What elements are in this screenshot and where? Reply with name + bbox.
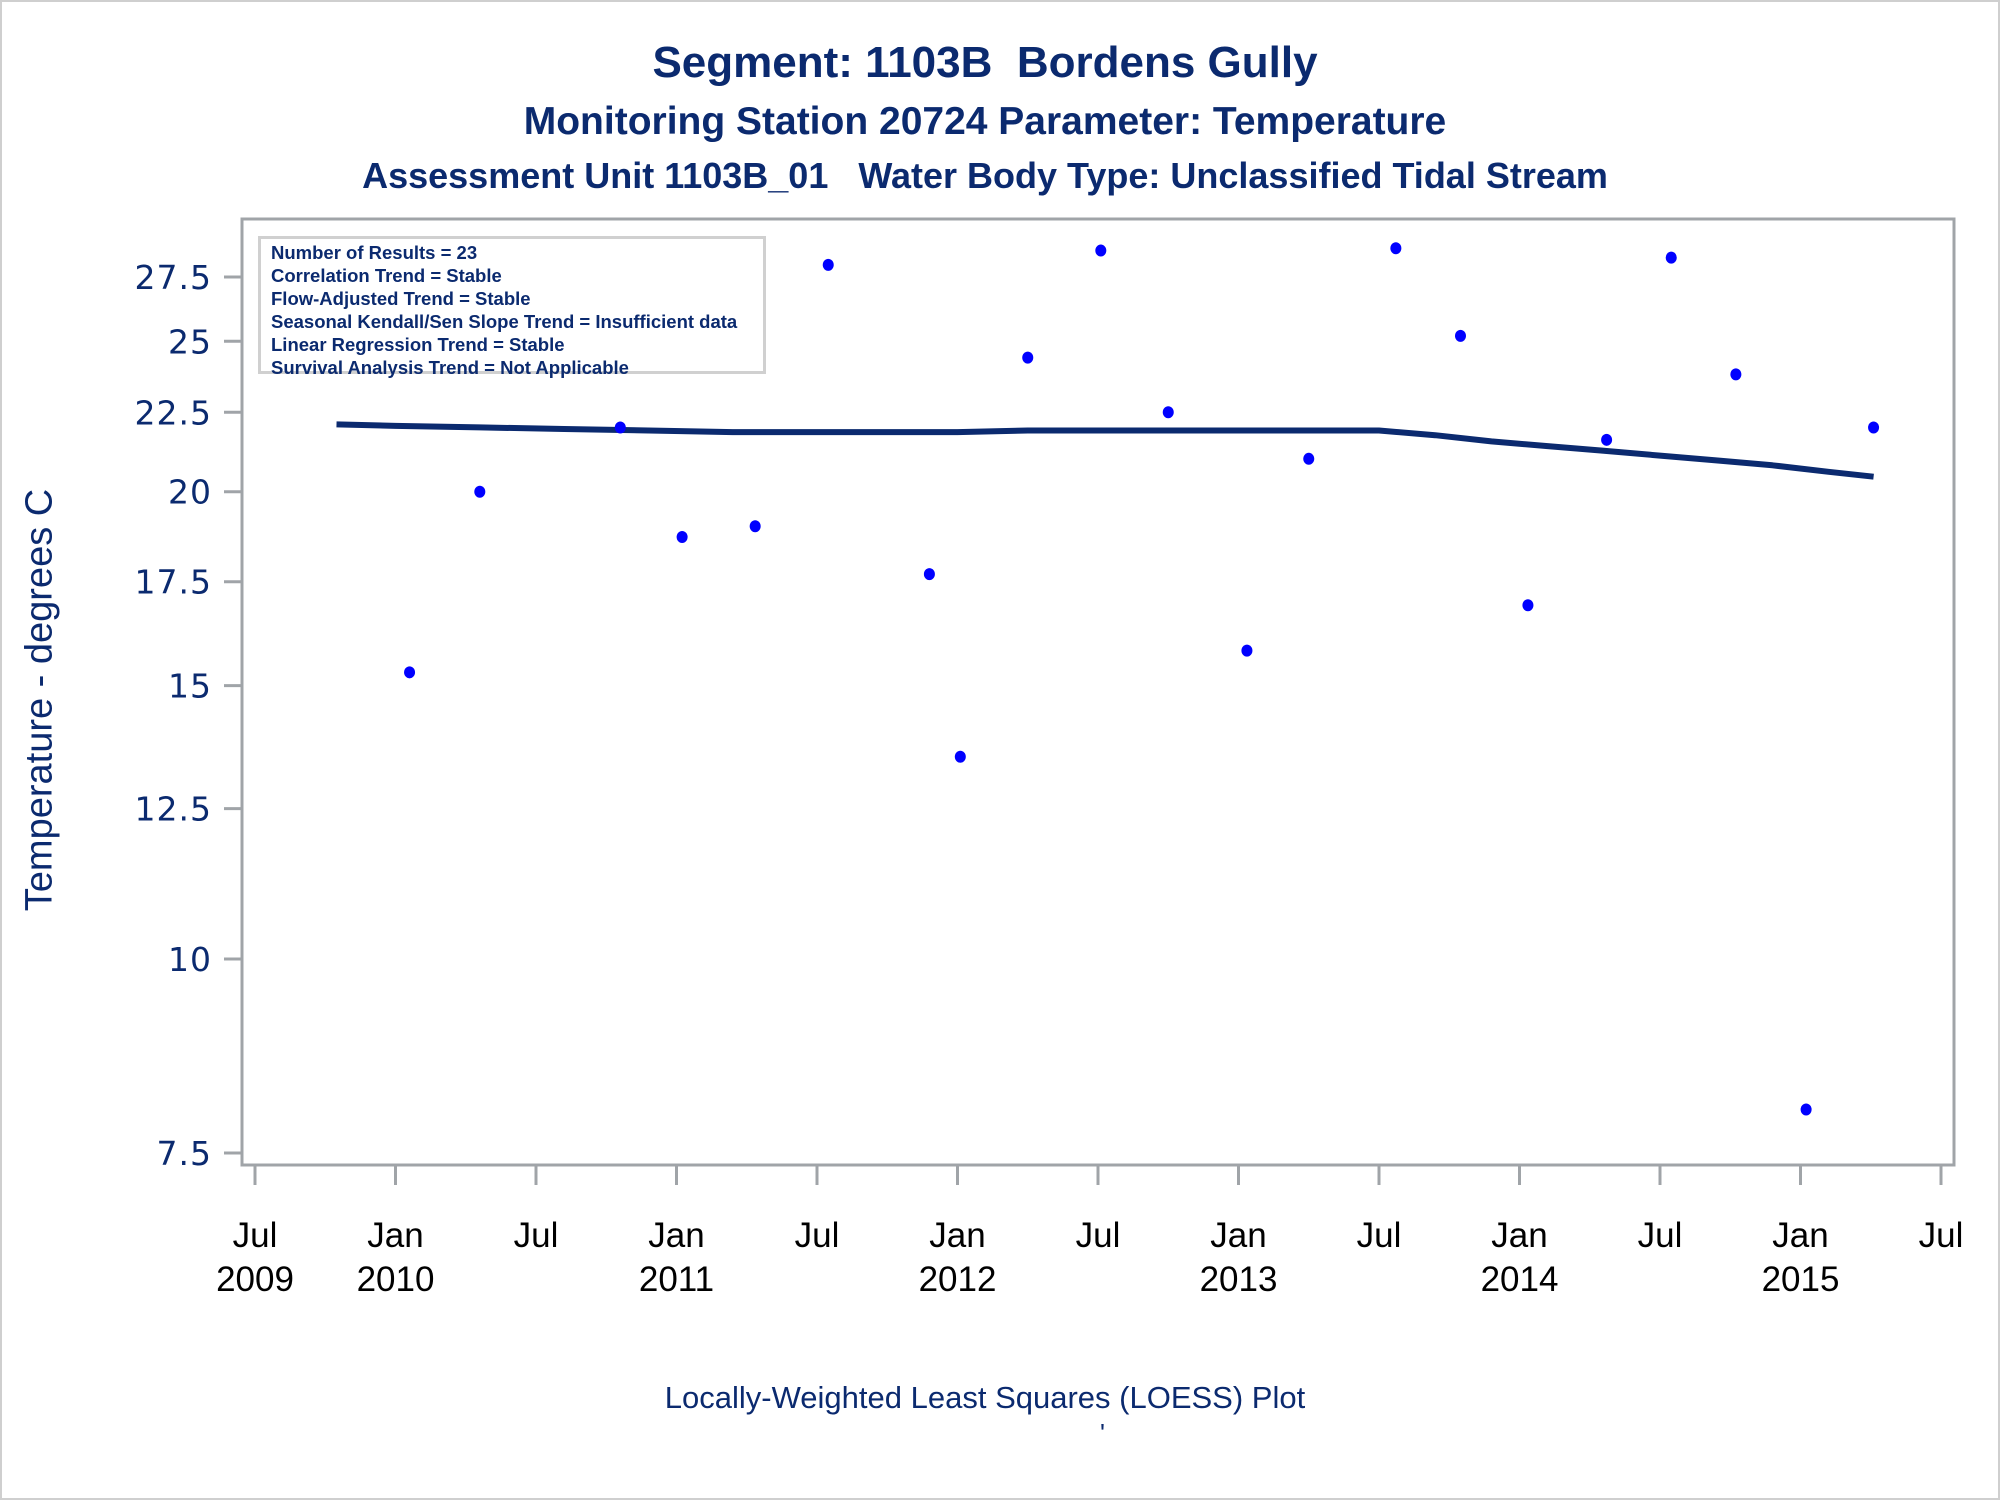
x-tick-label-month: Jul xyxy=(1357,1216,1402,1255)
data-point xyxy=(1162,406,1174,419)
loess-series xyxy=(336,421,1874,480)
data-point xyxy=(1390,242,1402,255)
footnote-mark: ' xyxy=(1100,1418,1105,1448)
y-tick-label: 27.5 xyxy=(135,258,212,297)
x-axis: Jul 2009 Jan 2010 Jul Jan 2011 Jul Jan 2012 Jul Jan… xyxy=(216,1165,1963,1299)
data-point xyxy=(1022,351,1034,364)
stat-linear-regression-trend: Linear Regression Trend = Stable xyxy=(271,334,565,355)
footnote: Locally-Weighted Least Squares (LOESS) P… xyxy=(664,1380,1306,1415)
data-point xyxy=(1241,644,1253,657)
chart-subtitle-station: Monitoring Station 20724 Parameter: Temp… xyxy=(523,100,1447,143)
y-axis: 7.5 10 12.5 15 17.5 20 22.5 25 27.5 xyxy=(135,258,242,1173)
x-tick-label-month: Jul xyxy=(1076,1216,1121,1255)
data-point xyxy=(923,568,935,581)
stat-survival-analysis-trend: Survival Analysis Trend = Not Applicable xyxy=(271,357,629,378)
x-tick-label-month: Jul xyxy=(1638,1216,1683,1255)
data-point xyxy=(1303,452,1315,465)
data-point xyxy=(749,520,761,533)
y-tick-label: 17.5 xyxy=(135,563,212,602)
data-point xyxy=(474,485,486,498)
chart-title: Segment: 1103B Bordens Gully xyxy=(652,38,1318,87)
data-point xyxy=(1454,329,1466,342)
data-point xyxy=(1665,251,1677,264)
data-point xyxy=(1095,244,1107,257)
x-tick-label-year: 2014 xyxy=(1481,1260,1559,1299)
stat-flow-adjusted-trend: Flow-Adjusted Trend = Stable xyxy=(271,288,531,309)
y-tick-label: 7.5 xyxy=(157,1134,212,1173)
x-tick-label-month: Jan xyxy=(1491,1216,1547,1255)
x-tick-label-year: 2010 xyxy=(357,1260,435,1299)
x-tick-label-month: Jul xyxy=(795,1216,840,1255)
loess-line xyxy=(336,421,1874,480)
y-tick-label: 22.5 xyxy=(135,393,212,432)
x-tick-label-month: Jan xyxy=(929,1216,985,1255)
x-tick-label-month: Jan xyxy=(1772,1216,1828,1255)
x-tick-label-month: Jan xyxy=(648,1216,704,1255)
y-tick-label: 20 xyxy=(168,473,212,512)
stat-number-of-results: Number of Results = 23 xyxy=(271,242,478,263)
x-tick-label-year: 2011 xyxy=(639,1260,714,1299)
chart-subtitle-assessment: Assessment Unit 1103B_01 Water Body Type… xyxy=(362,155,1608,196)
x-tick-label-month: Jul xyxy=(233,1216,278,1255)
y-tick-label: 12.5 xyxy=(135,790,212,829)
data-point xyxy=(404,666,416,679)
x-tick-label-year: 2013 xyxy=(1200,1260,1278,1299)
data-point xyxy=(954,750,966,763)
x-tick-label-month: Jul xyxy=(1919,1216,1964,1255)
data-point xyxy=(676,531,688,544)
x-tick-label-year: 2009 xyxy=(216,1260,294,1299)
data-point xyxy=(1868,421,1880,434)
stat-correlation-trend: Correlation Trend = Stable xyxy=(271,265,502,286)
stat-seasonal-kendall-trend: Seasonal Kendall/Sen Slope Trend = Insuf… xyxy=(271,311,738,332)
data-point xyxy=(822,258,834,271)
data-point xyxy=(1730,368,1742,381)
x-tick-label-month: Jul xyxy=(514,1216,559,1255)
x-tick-label-year: 2015 xyxy=(1762,1260,1840,1299)
data-point xyxy=(614,421,626,434)
data-point xyxy=(1522,599,1534,612)
data-point xyxy=(1800,1103,1812,1116)
y-tick-label: 15 xyxy=(168,667,212,706)
data-point xyxy=(1601,433,1613,446)
trend-stats-box: Number of Results = 23 Correlation Trend… xyxy=(258,236,766,378)
x-tick-label-year: 2012 xyxy=(919,1260,997,1299)
x-tick-label-month: Jan xyxy=(367,1216,423,1255)
x-tick-label-month: Jan xyxy=(1210,1216,1266,1255)
y-tick-label: 25 xyxy=(168,322,212,361)
y-tick-label: 10 xyxy=(168,940,212,979)
